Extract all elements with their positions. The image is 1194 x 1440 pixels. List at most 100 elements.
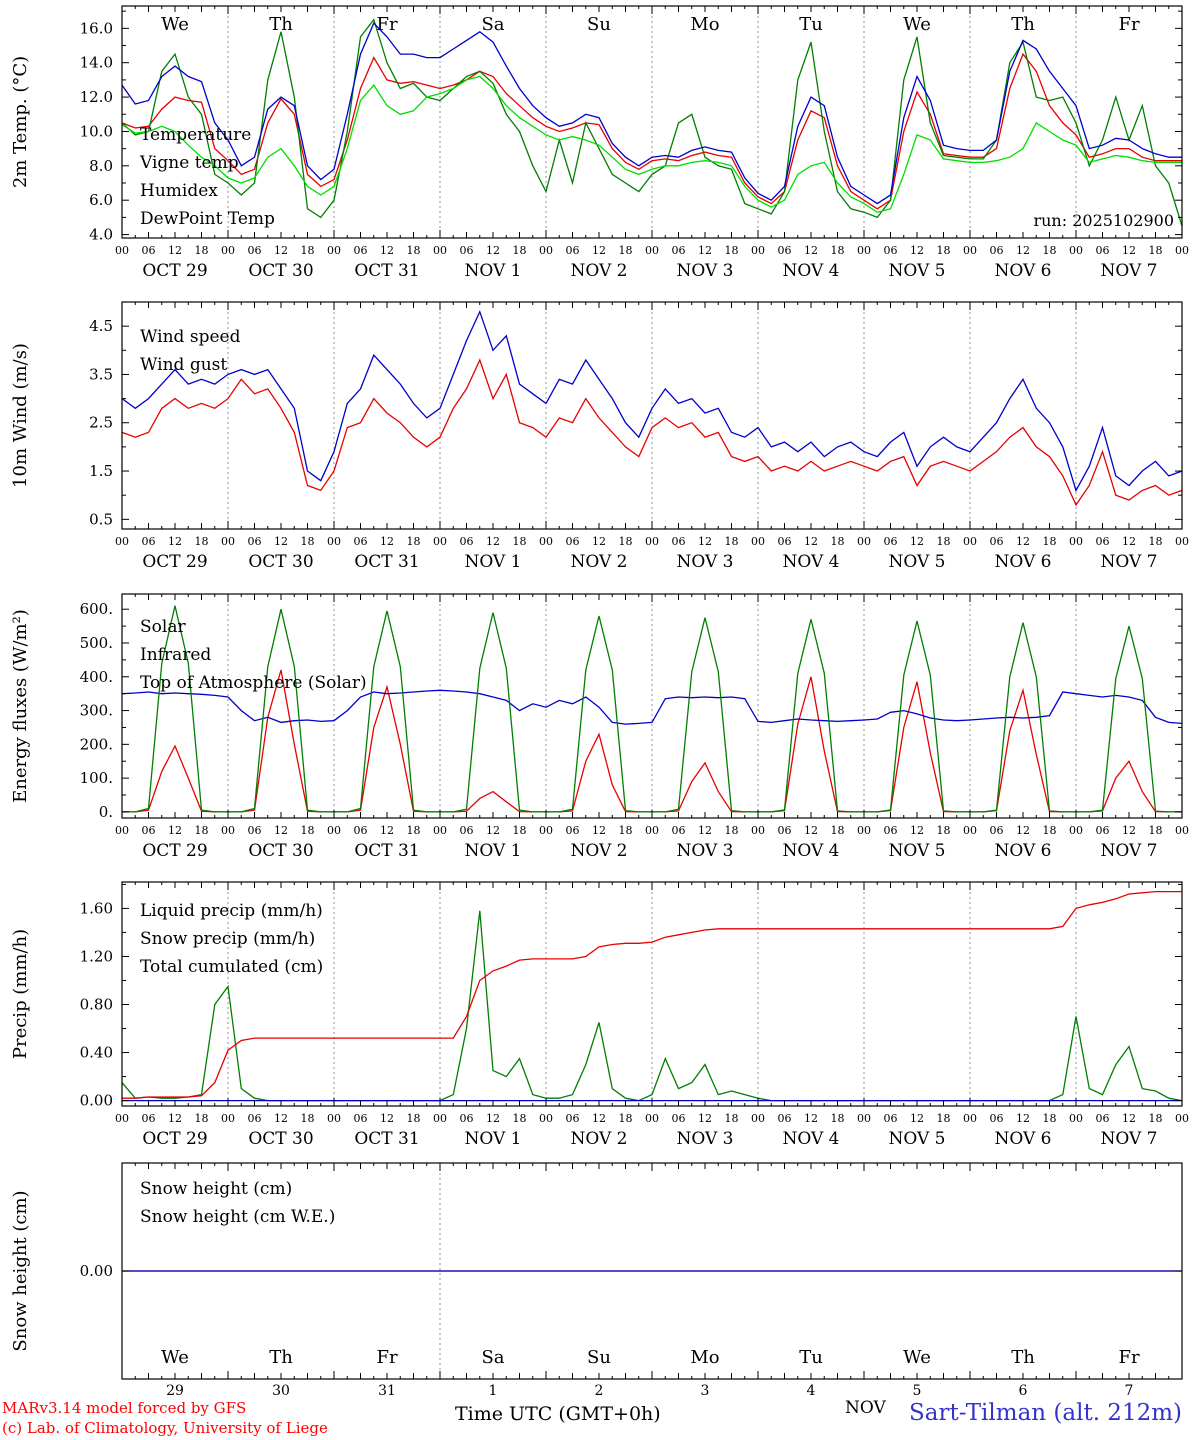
svg-text:06: 06 — [566, 535, 580, 548]
svg-text:12: 12 — [380, 824, 394, 837]
svg-text:18: 18 — [1149, 1112, 1163, 1125]
svg-text:Th: Th — [1011, 1347, 1035, 1368]
svg-text:00: 00 — [327, 244, 341, 257]
svg-text:Fr: Fr — [1118, 1347, 1139, 1368]
svg-text:12: 12 — [1122, 535, 1136, 548]
svg-text:06: 06 — [884, 1112, 898, 1125]
svg-text:run: 2025102900: run: 2025102900 — [1033, 211, 1174, 230]
svg-text:1.5: 1.5 — [89, 462, 113, 480]
svg-text:10m Wind (m/s): 10m Wind (m/s) — [10, 343, 31, 488]
svg-text:18: 18 — [619, 824, 633, 837]
svg-text:Sa: Sa — [481, 14, 504, 35]
svg-text:00: 00 — [327, 535, 341, 548]
svg-text:DewPoint Temp: DewPoint Temp — [140, 209, 275, 229]
svg-text:18: 18 — [725, 244, 739, 257]
svg-text:12: 12 — [698, 535, 712, 548]
svg-text:18: 18 — [195, 535, 209, 548]
svg-text:600.: 600. — [80, 600, 113, 618]
svg-text:00: 00 — [539, 535, 553, 548]
svg-text:06: 06 — [778, 535, 792, 548]
svg-text:00: 00 — [433, 244, 447, 257]
svg-text:NOV 7: NOV 7 — [1100, 1129, 1157, 1149]
svg-text:18: 18 — [1043, 535, 1057, 548]
svg-text:1: 1 — [489, 1383, 498, 1399]
svg-text:12: 12 — [486, 535, 500, 548]
svg-text:100.: 100. — [80, 769, 113, 787]
svg-text:00: 00 — [1175, 1112, 1189, 1125]
svg-text:NOV 5: NOV 5 — [888, 261, 945, 281]
svg-text:10.0: 10.0 — [80, 122, 113, 140]
svg-text:06: 06 — [1096, 244, 1110, 257]
svg-text:We: We — [161, 14, 189, 35]
lab-credit-line: (c) Lab. of Climatology, University of L… — [2, 1419, 328, 1437]
svg-text:NOV 5: NOV 5 — [888, 552, 945, 572]
energy-flux-panel: 0. 100. 200. 300. 400. 500. 600. Energy fluxes … — [10, 593, 1189, 861]
svg-text:Liquid precip (mm/h): Liquid precip (mm/h) — [140, 901, 323, 921]
svg-text:18: 18 — [619, 535, 633, 548]
svg-text:06: 06 — [460, 535, 474, 548]
svg-text:Temperature: Temperature — [140, 125, 251, 145]
svg-text:00: 00 — [1175, 244, 1189, 257]
svg-text:1.60: 1.60 — [80, 899, 113, 917]
svg-text:NOV 6: NOV 6 — [994, 841, 1051, 861]
svg-text:18: 18 — [1149, 244, 1163, 257]
svg-text:06: 06 — [460, 1112, 474, 1125]
svg-text:00: 00 — [751, 244, 765, 257]
svg-text:18: 18 — [831, 1112, 845, 1125]
svg-text:12: 12 — [1122, 244, 1136, 257]
svg-text:Su: Su — [587, 1347, 611, 1368]
svg-text:00: 00 — [327, 824, 341, 837]
svg-text:18: 18 — [513, 824, 527, 837]
svg-text:NOV 4: NOV 4 — [782, 552, 839, 572]
svg-text:31: 31 — [378, 1383, 396, 1399]
svg-text:500.: 500. — [80, 634, 113, 652]
svg-text:00: 00 — [857, 535, 871, 548]
svg-text:12: 12 — [168, 535, 182, 548]
svg-text:06: 06 — [672, 244, 686, 257]
svg-text:00: 00 — [221, 244, 235, 257]
svg-text:18: 18 — [195, 1112, 209, 1125]
svg-text:12: 12 — [274, 244, 288, 257]
svg-text:4.5: 4.5 — [89, 317, 113, 335]
svg-text:18: 18 — [407, 535, 421, 548]
svg-text:12: 12 — [168, 1112, 182, 1125]
svg-text:06: 06 — [990, 535, 1004, 548]
svg-text:06: 06 — [778, 1112, 792, 1125]
svg-text:OCT 29: OCT 29 — [142, 552, 207, 572]
svg-text:12: 12 — [380, 535, 394, 548]
svg-text:NOV 1: NOV 1 — [464, 261, 521, 281]
svg-text:00: 00 — [327, 1112, 341, 1125]
svg-text:0.80: 0.80 — [80, 996, 113, 1014]
svg-text:OCT 31: OCT 31 — [354, 261, 419, 281]
svg-text:12: 12 — [274, 535, 288, 548]
svg-text:18: 18 — [619, 244, 633, 257]
svg-text:18: 18 — [407, 824, 421, 837]
svg-text:00: 00 — [963, 824, 977, 837]
svg-text:18: 18 — [301, 1112, 315, 1125]
svg-text:00: 00 — [433, 824, 447, 837]
svg-text:12: 12 — [592, 535, 606, 548]
svg-text:18: 18 — [1149, 535, 1163, 548]
svg-text:00: 00 — [963, 1112, 977, 1125]
snow-height-panel: 0.00 Snow height (cm) We Th Fr Sa Su Mo Tu We Th Fr… — [10, 1162, 1183, 1399]
svg-text:0.: 0. — [99, 803, 113, 821]
svg-text:12: 12 — [380, 1112, 394, 1125]
svg-text:06: 06 — [354, 1112, 368, 1125]
svg-text:06: 06 — [354, 535, 368, 548]
svg-text:Sa: Sa — [481, 1347, 504, 1368]
svg-text:300.: 300. — [80, 702, 113, 720]
svg-text:OCT 31: OCT 31 — [354, 841, 419, 861]
svg-text:00: 00 — [1069, 1112, 1083, 1125]
svg-text:0.00: 0.00 — [80, 1262, 113, 1280]
svg-text:7: 7 — [1125, 1383, 1134, 1399]
station-label: Sart-Tilman (alt. 212m) — [909, 1400, 1182, 1426]
svg-text:00: 00 — [857, 1112, 871, 1125]
svg-text:00: 00 — [1175, 824, 1189, 837]
svg-text:00: 00 — [857, 824, 871, 837]
svg-text:06: 06 — [248, 824, 262, 837]
svg-text:18: 18 — [195, 824, 209, 837]
svg-text:We: We — [161, 1347, 189, 1368]
svg-text:OCT 31: OCT 31 — [354, 1129, 419, 1149]
svg-text:12: 12 — [910, 535, 924, 548]
svg-text:Fr: Fr — [1118, 14, 1139, 35]
